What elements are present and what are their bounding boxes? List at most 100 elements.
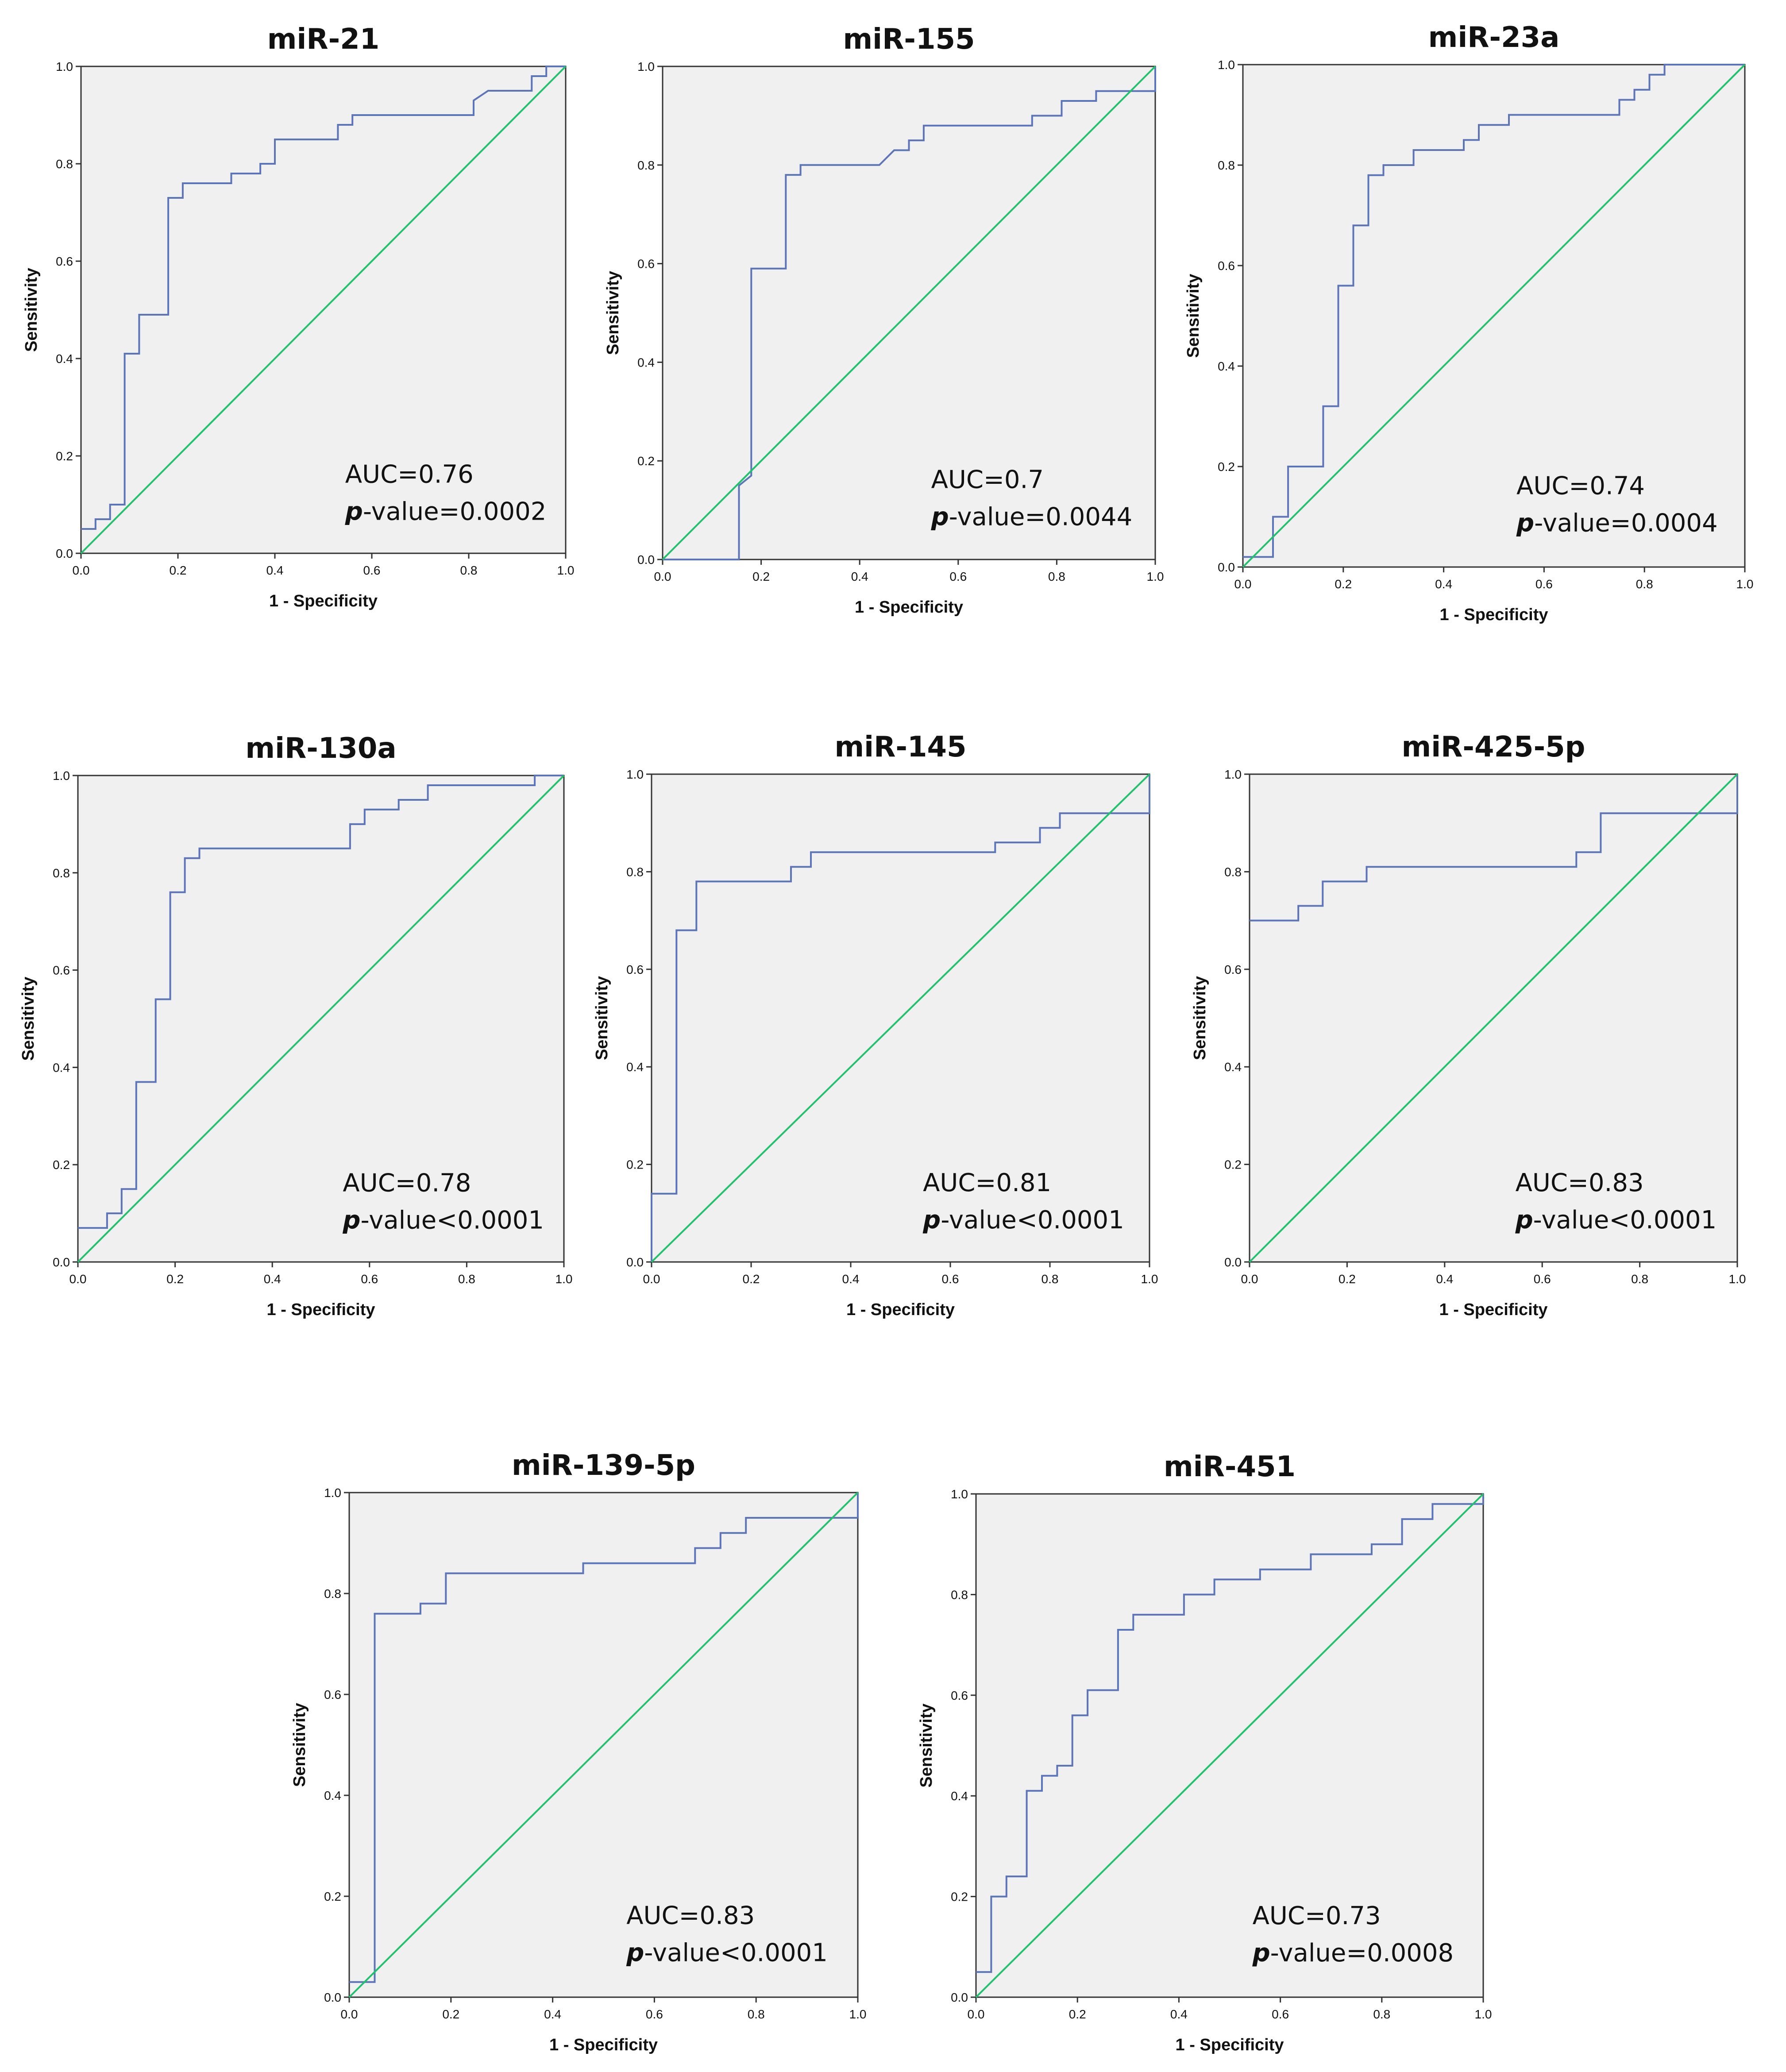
- y-axis-label: Sensitivity: [1184, 274, 1203, 358]
- reference-line: [662, 66, 1156, 560]
- x-axis-label: 1 - Specificity: [846, 1300, 955, 1319]
- chart-title: miR-130a: [245, 732, 396, 765]
- y-tick-label: 0.6: [637, 257, 655, 271]
- y-tick-label: 0.0: [1224, 1255, 1242, 1269]
- x-tick-label: 0.6: [363, 563, 381, 577]
- y-tick-label: 1.0: [637, 60, 655, 73]
- auc-label: AUC=0.78: [343, 1169, 471, 1198]
- x-tick-label: 1.0: [1729, 1272, 1746, 1286]
- y-tick-label: 1.0: [951, 1487, 968, 1501]
- roc-panel: miR-130a 0.0 0.2 0.4 0.6 0.8 1.0 0.0 0.2 0.4 0.6 0.…: [19, 732, 572, 1319]
- roc-curve: [78, 775, 564, 1229]
- y-tick-label: 0.6: [56, 255, 73, 268]
- y-tick-label: 1.0: [56, 60, 73, 73]
- x-axis-label: 1 - Specificity: [1439, 1300, 1548, 1319]
- y-axis-label: Sensitivity: [19, 976, 38, 1061]
- roc-curve: [1243, 64, 1745, 558]
- p-value-text: -value<0.0001: [941, 1206, 1124, 1235]
- y-tick-label: 0.4: [637, 355, 655, 369]
- p-symbol: p: [1516, 509, 1534, 537]
- y-tick-label: 0.8: [951, 1588, 968, 1601]
- p-symbol: p: [1252, 1939, 1270, 1968]
- y-tick-label: 1.0: [53, 769, 70, 783]
- p-symbol: p: [626, 1939, 644, 1968]
- y-tick-label: 0.8: [637, 158, 655, 172]
- reference-line: [348, 1492, 859, 1998]
- x-tick-label: 0.2: [1069, 2007, 1086, 2021]
- y-tick-label: 0.4: [1224, 1060, 1242, 1074]
- chart-title: miR-425-5p: [1402, 731, 1585, 764]
- x-tick-label: 0.6: [942, 1272, 959, 1286]
- x-tick-label: 0.6: [1534, 1272, 1551, 1286]
- x-tick-label: 0.8: [458, 1272, 475, 1286]
- x-tick-label: 0.2: [1335, 577, 1352, 591]
- y-tick-label: 0.8: [53, 866, 70, 880]
- x-tick-label: 0.2: [752, 570, 770, 583]
- y-tick-label: 0.0: [637, 553, 655, 567]
- x-tick-label: 0.2: [166, 1272, 184, 1286]
- roc-panel: miR-425-5p 0.0 0.2 0.4 0.6 0.8 1.0 0.0 0.2 0.4 0.6…: [1191, 731, 1746, 1319]
- y-tick-label: 0.0: [1218, 560, 1235, 574]
- y-axis-label: Sensitivity: [290, 1703, 309, 1787]
- p-value-label: p-value=0.0044: [931, 502, 1133, 531]
- y-tick-label: 1.0: [626, 768, 644, 781]
- x-tick-label: 0.8: [1042, 1272, 1059, 1286]
- x-tick-label: 0.4: [544, 2007, 561, 2021]
- chart-title: miR-145: [834, 731, 966, 764]
- chart-title: miR-139-5p: [512, 1449, 695, 1482]
- x-axis-label: 1 - Specificity: [269, 592, 378, 610]
- y-tick-label: 0.4: [1218, 359, 1235, 373]
- roc-panel: miR-451 0.0 0.2 0.4 0.6 0.8 1.0 0.0 0.2 0.4 0.6 0.8…: [917, 1451, 1492, 2054]
- p-value-text: -value=0.0002: [363, 498, 547, 526]
- p-value-text: -value<0.0001: [1533, 1206, 1717, 1235]
- y-axis-label: Sensitivity: [917, 1703, 936, 1787]
- reference-line: [651, 773, 1150, 1263]
- roc-panel: miR-145 0.0 0.2 0.4 0.6 0.8 1.0 0.0 0.2 0.4 0.6 0.8…: [593, 731, 1158, 1319]
- x-tick-label: 0.0: [643, 1272, 660, 1286]
- y-tick-label: 0.2: [53, 1158, 70, 1172]
- chart-title: miR-451: [1164, 1451, 1296, 1483]
- x-tick-label: 1.0: [1475, 2007, 1492, 2021]
- x-tick-label: 1.0: [557, 563, 575, 577]
- auc-label: AUC=0.76: [345, 460, 474, 489]
- x-tick-label: 1.0: [1141, 1272, 1158, 1286]
- x-tick-label: 0.8: [460, 563, 478, 577]
- x-tick-label: 0.4: [266, 563, 284, 577]
- roc-curve: [349, 1493, 859, 1983]
- y-tick-label: 1.0: [1224, 768, 1242, 781]
- y-axis-label: Sensitivity: [604, 271, 622, 355]
- x-tick-label: 0.8: [1636, 577, 1653, 591]
- p-value-text: -value<0.0001: [644, 1939, 828, 1968]
- x-axis-label: 1 - Specificity: [1440, 606, 1548, 624]
- y-tick-label: 0.6: [626, 963, 644, 976]
- roc-panel: miR-23a 0.0 0.2 0.4 0.6 0.8 1.0 0.0 0.2 0.4 0.6 0.8…: [1184, 21, 1753, 624]
- y-tick-label: 0.4: [53, 1061, 70, 1074]
- y-tick-label: 1.0: [1218, 58, 1235, 72]
- x-tick-label: 0.4: [842, 1272, 860, 1286]
- y-tick-label: 0.6: [1224, 963, 1242, 976]
- y-axis-label: Sensitivity: [22, 268, 41, 352]
- reference-line: [80, 66, 567, 554]
- x-tick-label: 0.4: [264, 1272, 281, 1286]
- y-axis-label: Sensitivity: [593, 976, 611, 1060]
- chart-title: miR-155: [843, 23, 975, 56]
- y-tick-label: 0.0: [951, 1991, 968, 2004]
- p-value-text: -value=0.0008: [1270, 1939, 1454, 1968]
- x-axis-label: 1 - Specificity: [549, 2036, 658, 2054]
- roc-panel: miR-139-5p 0.0 0.2 0.4 0.6 0.8 1.0 0.0 0.2 0.4 0.6…: [290, 1449, 866, 2054]
- x-tick-label: 1.0: [1147, 570, 1164, 583]
- x-tick-label: 0.8: [1373, 2007, 1390, 2021]
- roc-curve: [976, 1494, 1484, 1973]
- y-tick-label: 0.8: [626, 865, 644, 879]
- roc-curve: [1250, 774, 1738, 922]
- p-symbol: p: [342, 1206, 360, 1235]
- x-tick-label: 0.0: [73, 563, 90, 577]
- p-symbol: p: [1515, 1206, 1533, 1235]
- y-tick-label: 0.2: [324, 1890, 341, 1903]
- y-tick-label: 0.4: [324, 1789, 341, 1802]
- y-tick-label: 0.2: [637, 454, 655, 468]
- x-tick-label: 0.6: [361, 1272, 378, 1286]
- y-tick-label: 0.2: [626, 1158, 644, 1172]
- x-tick-label: 0.0: [1234, 577, 1252, 591]
- y-tick-label: 0.6: [53, 964, 70, 977]
